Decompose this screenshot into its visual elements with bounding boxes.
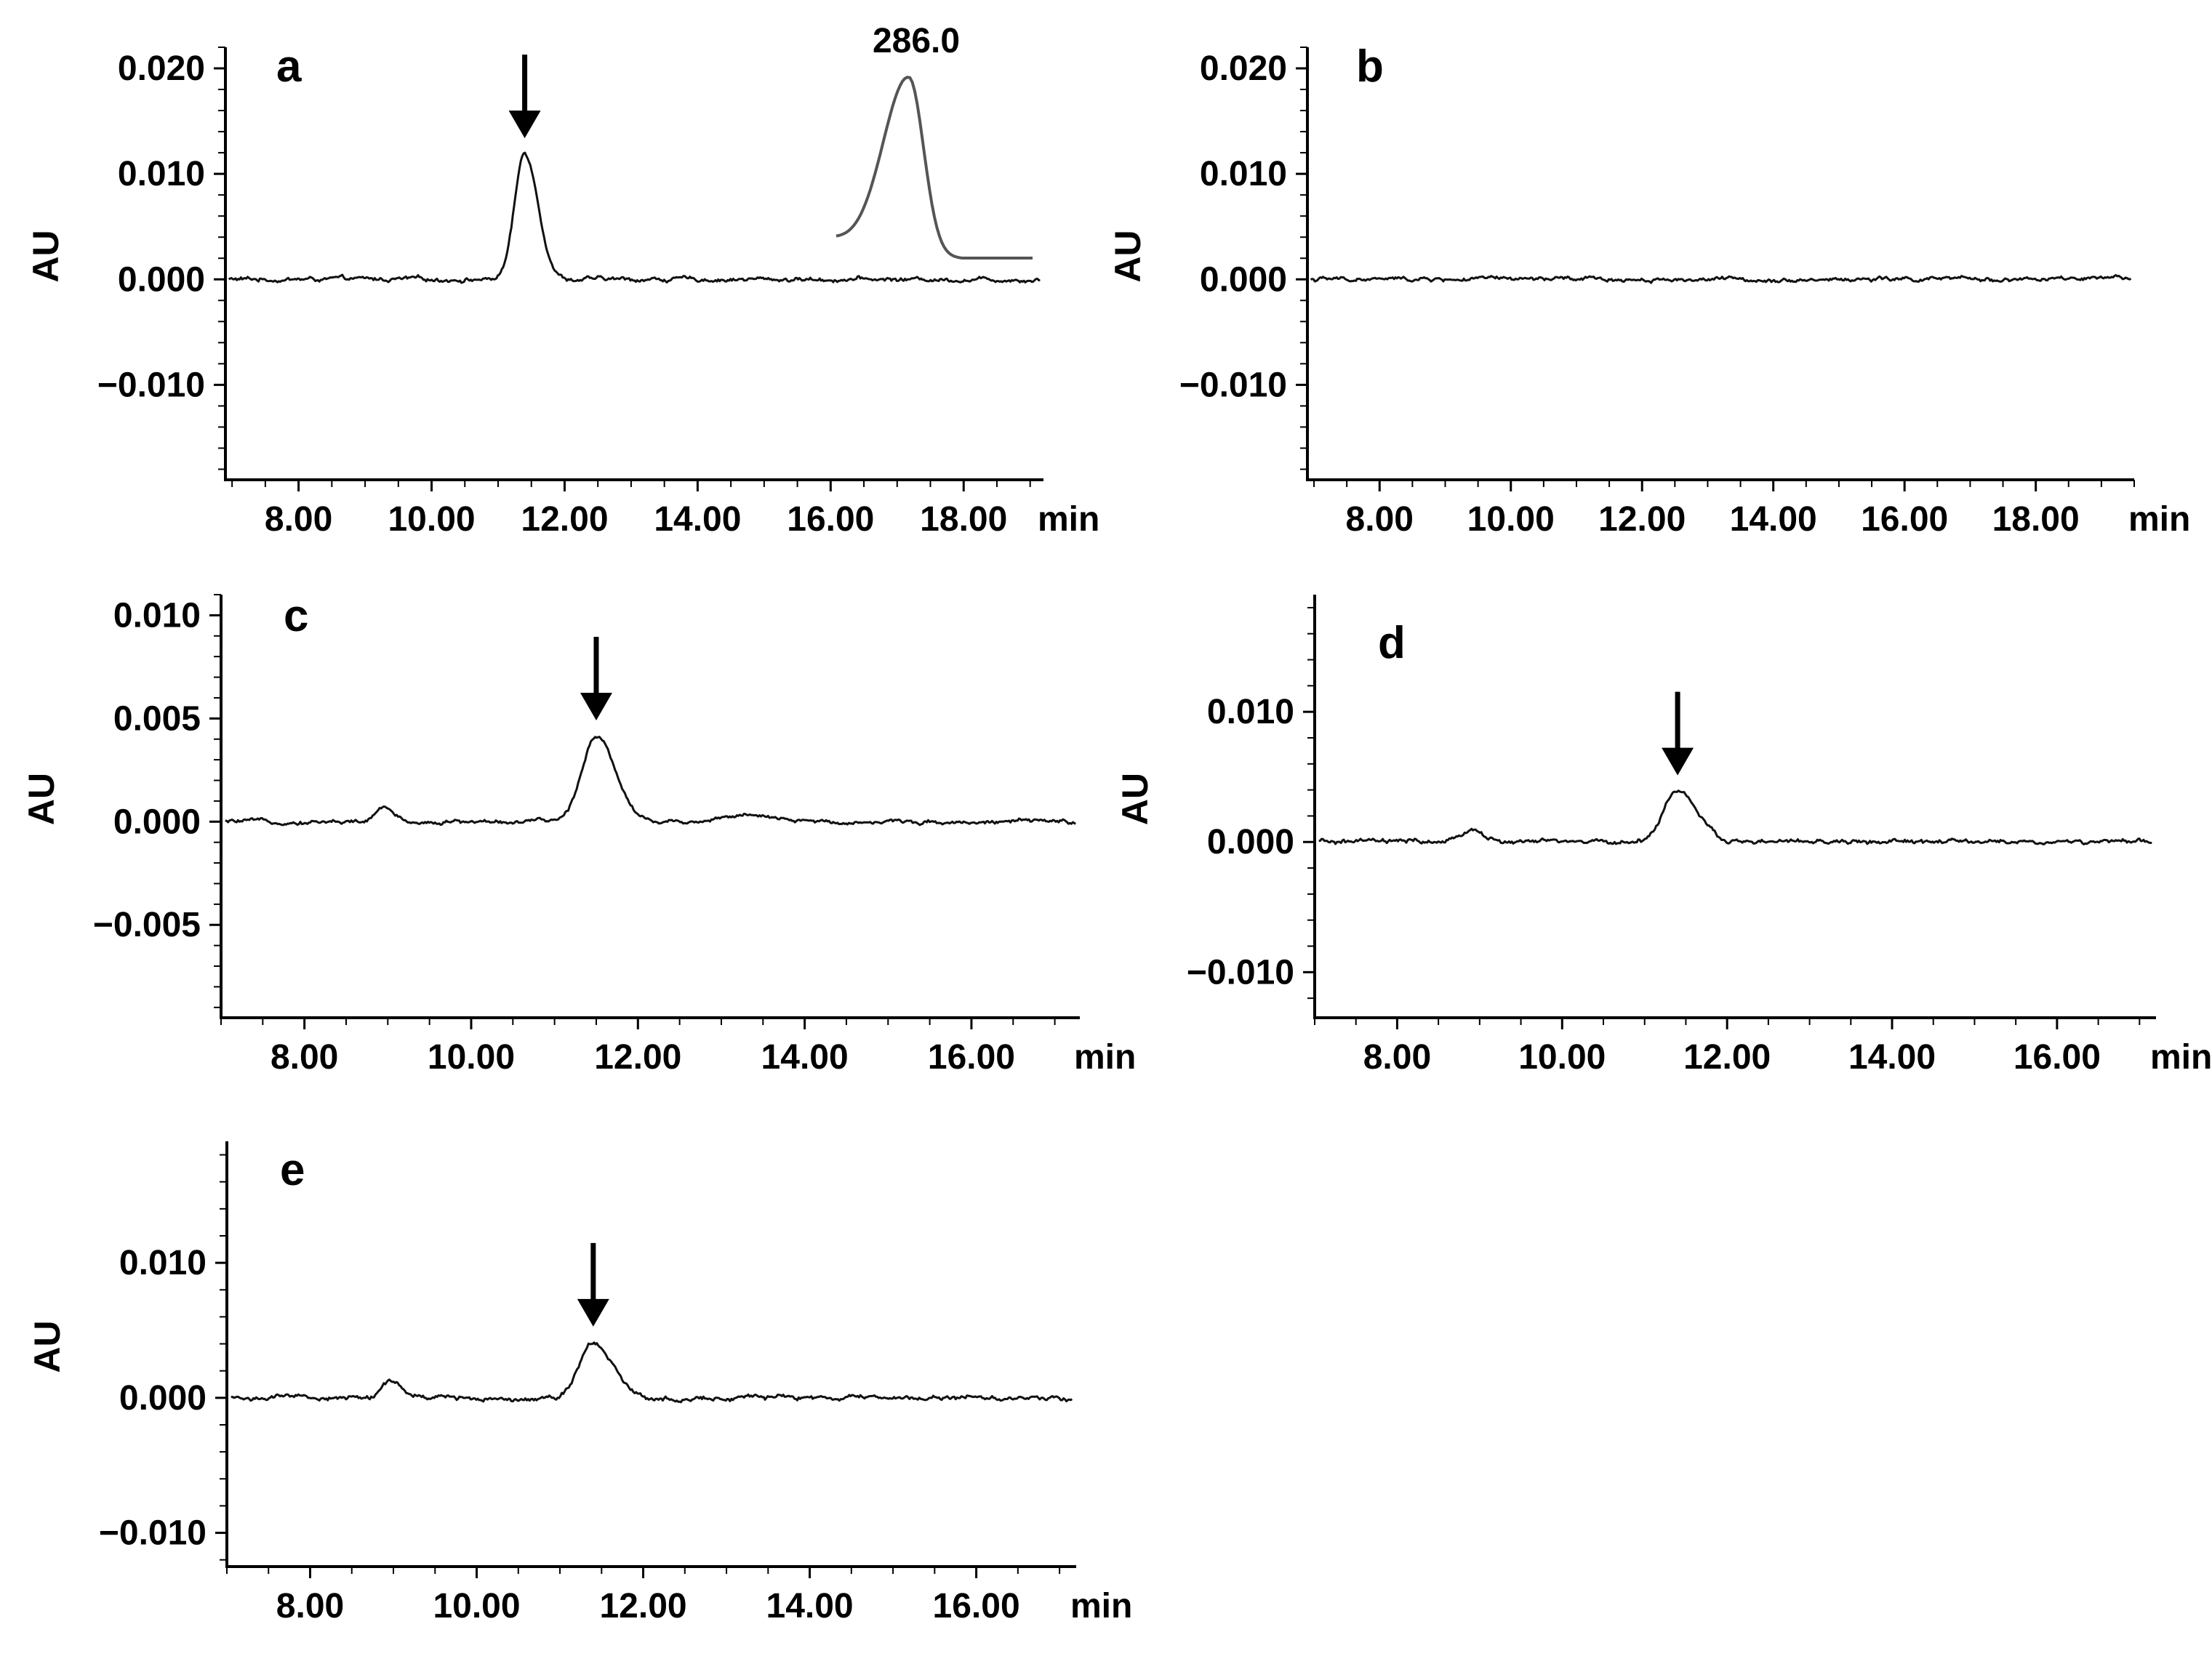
peak-arrow [508,55,541,139]
x-tick-label: 14.00 [1848,1038,1936,1077]
y-tick-label: 0.000 [113,803,201,841]
arrow-head [577,1298,609,1327]
x-tick-label: 14.00 [654,500,741,539]
y-tick-label: 0.010 [113,596,201,635]
y-tick-label: 0.020 [118,49,205,88]
x-tick-label: 10.00 [388,500,475,539]
y-tick-label: −0.010 [97,366,205,404]
panel-b: 8.00 10.00 12.00 14.00 16.00 18.00 min −0.010 0.… [1107,41,2190,539]
x-unit-label: min [1070,1587,1132,1625]
x-tick-label: 18.00 [920,500,1007,539]
panel-a: 8.00 10.00 12.00 14.00 16.00 18.00 min −0.010 0.… [25,22,1099,539]
x-tick-label: 8.00 [1363,1038,1431,1077]
chromatogram-trace [225,736,1076,827]
chromatogram-trace [1310,274,2132,284]
y-tick-label: 0.010 [118,155,205,193]
x-tick-label: 16.00 [928,1038,1015,1077]
peak-arrow [577,1242,609,1327]
panel-label: c [284,591,308,641]
chromatogram-trace [1318,789,2152,845]
arrow-head [1662,747,1694,776]
panel-e: 8.00 10.00 12.00 14.00 16.00 min −0.010 0.000 0.… [27,1141,1132,1625]
x-tick-label: 18.00 [1992,500,2080,539]
y-tick-label: 0.010 [1200,155,1287,193]
x-tick-label: 16.00 [933,1587,1020,1625]
arrow-head [508,110,541,139]
chromatogram-trace [231,1341,1073,1404]
x-tick-label: 10.00 [1518,1038,1606,1077]
uv-spectrum-inset: 286.0 [835,22,1033,260]
x-unit-label: min [2150,1038,2212,1077]
panel-label: b [1356,41,1384,92]
peak-arrow [1662,691,1694,776]
peak-arrow [580,637,612,721]
arrow-head [580,693,612,721]
y-tick-label: 0.000 [1200,260,1287,299]
x-tick-label: 16.00 [2013,1038,2101,1077]
x-tick-label: 12.00 [594,1038,681,1077]
y-tick-label: 0.000 [119,1379,207,1418]
y-tick-label: 0.000 [1207,823,1294,861]
uv-spectrum-curve [835,76,1033,260]
x-tick-label: 14.00 [761,1038,849,1077]
panel-label: d [1378,618,1406,668]
panel-c: 8.00 10.00 12.00 14.00 16.00 min −0.005 0.000 0.… [21,591,1136,1077]
y-tick-label: −0.010 [1187,953,1294,992]
y-tick-label: 0.010 [1207,693,1294,731]
panel-label: e [280,1145,305,1195]
x-tick-label: 8.00 [265,500,332,539]
x-tick-label: 12.00 [1598,500,1686,539]
x-tick-label: 16.00 [787,500,874,539]
y-tick-label: −0.010 [99,1514,207,1553]
y-axis-title: AU [1107,230,1148,282]
x-unit-label: min [2128,500,2190,539]
x-unit-label: min [1038,500,1099,539]
x-tick-label: 8.00 [276,1587,344,1625]
y-axis-title: AU [25,230,66,282]
panel-label: a [276,41,302,92]
y-tick-label: −0.005 [93,906,201,944]
panel-d: 8.00 10.00 12.00 14.00 16.00 min −0.010 0.000 0.… [1115,595,2212,1077]
y-tick-label: −0.010 [1179,366,1287,404]
y-tick-label: 0.005 [113,699,201,738]
lambda-max-label: 286.0 [873,22,960,60]
y-tick-label: 0.020 [1200,49,1287,88]
y-axis-title: AU [21,773,62,825]
y-tick-label: 0.010 [119,1244,207,1282]
x-tick-label: 14.00 [766,1587,854,1625]
chromatogram-trace [228,151,1041,284]
x-tick-label: 8.00 [271,1038,338,1077]
x-tick-label: 12.00 [1683,1038,1771,1077]
y-axis-title: AU [27,1320,68,1372]
x-tick-label: 16.00 [1861,500,1948,539]
y-axis-title: AU [1115,773,1155,825]
x-tick-label: 14.00 [1730,500,1817,539]
x-tick-label: 10.00 [433,1587,520,1625]
x-tick-label: 12.00 [599,1587,686,1625]
x-tick-label: 10.00 [428,1038,515,1077]
x-tick-label: 10.00 [1467,500,1555,539]
x-tick-label: 8.00 [1346,500,1414,539]
y-tick-label: 0.000 [118,260,205,299]
x-tick-label: 12.00 [521,500,608,539]
x-unit-label: min [1074,1038,1136,1077]
